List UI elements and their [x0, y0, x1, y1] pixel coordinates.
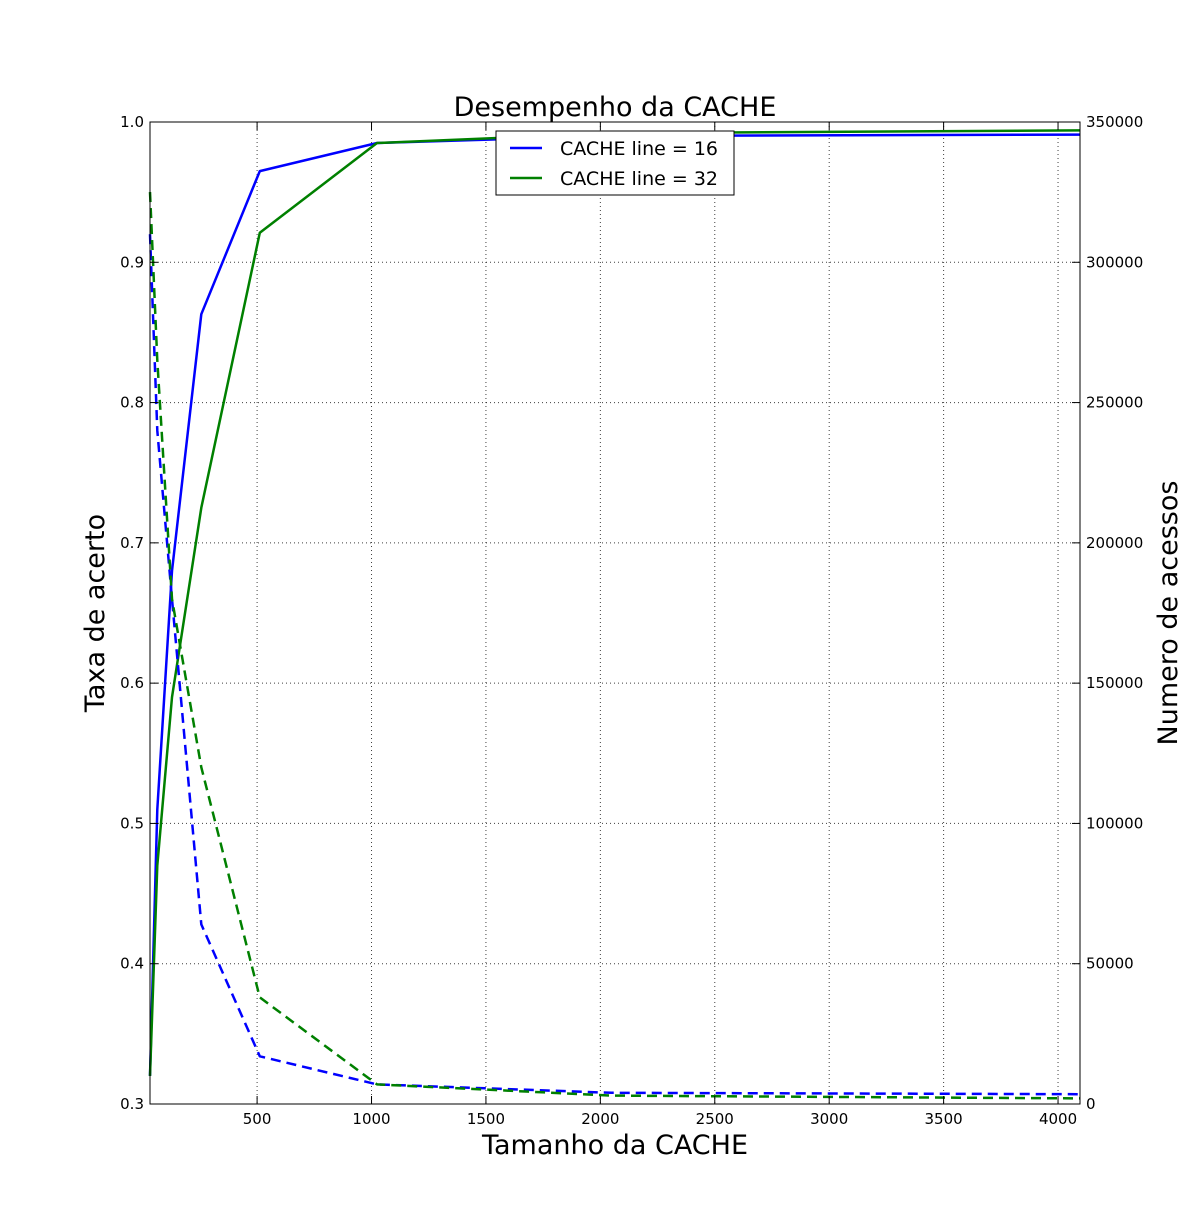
chart-title: Desempenho da CACHE: [454, 92, 777, 123]
y-tick-label-left: 1.0: [120, 113, 144, 131]
x-tick-label: 3500: [925, 1110, 963, 1128]
x-tick-label: 1500: [467, 1110, 505, 1128]
y-tick-label-right: 50000: [1086, 955, 1134, 973]
plot-background: [150, 122, 1080, 1104]
x-axis-label: Tamanho da CACHE: [481, 1130, 748, 1161]
y-tick-label-left: 0.9: [120, 253, 144, 271]
legend: CACHE line = 16 CACHE line = 32: [495, 130, 735, 196]
y-tick-label-left: 0.6: [120, 674, 144, 692]
y-axis-label-right: Numero de acessos: [1153, 481, 1184, 746]
y-tick-label-right: 350000: [1086, 113, 1143, 131]
plot-frame: [149, 121, 1081, 1105]
x-tick-label: 2000: [581, 1110, 619, 1128]
ticks: 500 1000 1500 2000 2500 3000 3500 4000 0.3 0.4 0.5…: [120, 113, 1143, 1128]
y-tick-label-right: 250000: [1086, 394, 1143, 412]
y-axis-label-left: Taxa de acerto: [80, 514, 111, 713]
grid: [150, 122, 1080, 1104]
y-tick-label-left: 0.3: [120, 1095, 144, 1113]
y-tick-label-right: 200000: [1086, 534, 1143, 552]
y-tick-label-right: 300000: [1086, 253, 1143, 271]
x-tick-label: 500: [243, 1110, 272, 1128]
y-tick-label-left: 0.8: [120, 394, 144, 412]
x-tick-label: 3000: [810, 1110, 848, 1128]
y-tick-label-left: 0.5: [120, 814, 144, 832]
series-line-accesses-3: [148, 192, 1081, 1100]
y-tick-label-left: 0.4: [120, 955, 144, 973]
legend-box: [495, 130, 735, 196]
x-tick-label: 2500: [696, 1110, 734, 1128]
y-tick-label-left: 0.7: [120, 534, 144, 552]
y-tick-label-right: 0: [1086, 1095, 1096, 1113]
x-tick-label: 4000: [1039, 1110, 1077, 1128]
legend-label-cache-line-16: CACHE line = 16: [560, 138, 718, 160]
legend-label-cache-line-32: CACHE line = 32: [560, 168, 718, 190]
series-line-accesses-2: [148, 234, 1081, 1096]
y-tick-label-right: 100000: [1086, 814, 1143, 832]
x-tick-label: 1000: [352, 1110, 390, 1128]
y-tick-label-right: 150000: [1086, 674, 1143, 692]
